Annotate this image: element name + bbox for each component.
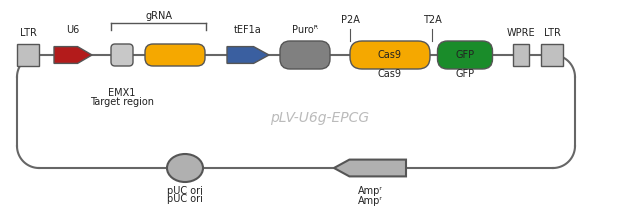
Text: pLV-U6g-EPCG: pLV-U6g-EPCG [271,111,369,125]
Polygon shape [54,47,92,63]
Text: EMX1: EMX1 [108,88,136,98]
FancyBboxPatch shape [111,44,133,66]
Bar [513,44,529,66]
Text: GFP: GFP [456,50,475,60]
Text: pUC ori: pUC ori [167,194,203,204]
Text: LTR: LTR [20,28,36,38]
Text: U6: U6 [67,25,79,35]
Text: gRNA: gRNA [145,11,172,21]
Text: GFP: GFP [456,69,475,79]
Text: T2A: T2A [422,15,442,25]
Text: Puroᴿ: Puroᴿ [292,25,318,35]
Text: tEF1a: tEF1a [234,25,262,35]
Text: pUC ori: pUC ori [167,186,203,196]
Text: WPRE: WPRE [507,28,535,38]
Text: LTR: LTR [543,28,561,38]
FancyBboxPatch shape [350,41,430,69]
Ellipse shape [167,154,203,182]
Text: Cas9: Cas9 [378,69,402,79]
Text: P2A: P2A [340,15,360,25]
FancyBboxPatch shape [280,41,330,69]
Text: Ampʳ: Ampʳ [358,196,383,206]
Text: Ampʳ: Ampʳ [358,186,383,196]
Polygon shape [334,160,406,176]
Bar [541,44,563,66]
Text: Target region: Target region [90,97,154,107]
FancyBboxPatch shape [145,44,205,66]
Bar [17,44,39,66]
Polygon shape [227,47,269,63]
FancyBboxPatch shape [438,41,493,69]
Text: Cas9: Cas9 [378,50,402,60]
